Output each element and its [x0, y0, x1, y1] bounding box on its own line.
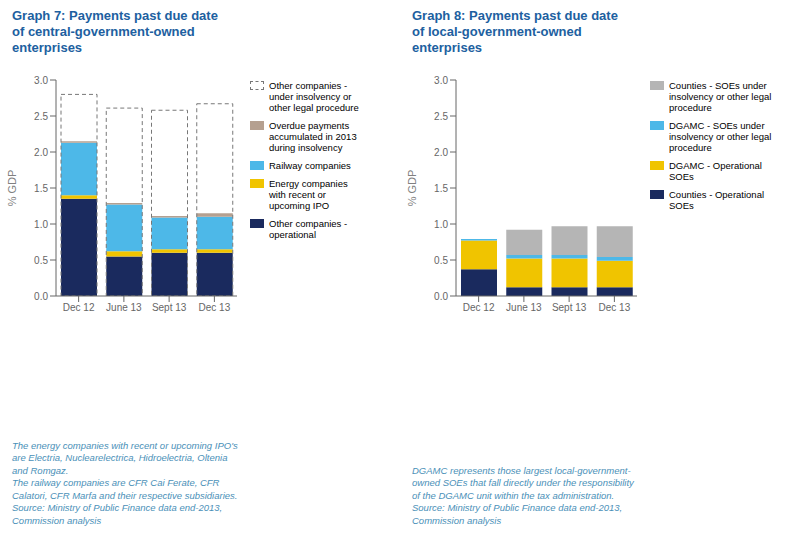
svg-text:Dec 13: Dec 13	[199, 302, 231, 313]
html-text:DGAMC - SOEs under insolvency: DGAMC - SOEs under insolvency or other l…	[669, 120, 772, 153]
html-text:Overdue payments accumulated i: Overdue payments accumulated in 2013 dur…	[269, 120, 357, 153]
svg-text:1.5: 1.5	[34, 183, 48, 194]
svg-text:0.5: 0.5	[434, 255, 448, 266]
html-text:DGAMC - Operational SOEs: DGAMC - Operational SOEs	[669, 160, 762, 182]
svg-text:2.0: 2.0	[34, 147, 48, 158]
svg-text:Dec 12: Dec 12	[63, 302, 95, 313]
svg-text:Sept 13: Sept 13	[152, 302, 187, 313]
svg-text:3.0: 3.0	[434, 75, 448, 86]
svg-text:Dec 12: Dec 12	[463, 302, 495, 313]
svg-text:2.5: 2.5	[434, 111, 448, 122]
svg-text:% GDP: % GDP	[406, 170, 418, 207]
html-text:Graph 7: Payments past due dat: Graph 7: Payments past due date of centr…	[12, 8, 218, 55]
svg-text:1.0: 1.0	[34, 219, 48, 230]
svg-text:% GDP: % GDP	[8, 170, 18, 207]
html-text:Railway companies: Railway companies	[269, 160, 351, 171]
svg-text:2.0: 2.0	[434, 147, 448, 158]
html-text:Other companies - operational: Other companies - operational	[269, 218, 348, 240]
html-text:Counties - Operational SOEs: Counties - Operational SOEs	[669, 189, 765, 211]
svg-text:1.5: 1.5	[434, 183, 448, 194]
svg-text:Dec 13: Dec 13	[599, 302, 631, 313]
html-text:Counties - SOEs under insolven: Counties - SOEs under insolvency or othe…	[669, 80, 772, 113]
html-text:Energy companies with recent o: Energy companies with recent or upcoming…	[269, 178, 348, 211]
svg-text:1.0: 1.0	[434, 219, 448, 230]
html-text:The energy companies with rece: The energy companies with recent or upco…	[12, 439, 238, 526]
svg-text:3.0: 3.0	[34, 75, 48, 86]
svg-text:Sept 13: Sept 13	[552, 302, 587, 313]
html-text:Graph 8: Payments past due dat: Graph 8: Payments past due date of local…	[412, 8, 618, 55]
svg-text:2.5: 2.5	[34, 111, 48, 122]
html-text:DGAMC represents those largest: DGAMC represents those largest local-gov…	[412, 464, 634, 526]
svg-text:June 13: June 13	[506, 302, 542, 313]
svg-text:0.0: 0.0	[434, 291, 448, 302]
svg-text:0.0: 0.0	[34, 291, 48, 302]
svg-text:0.5: 0.5	[34, 255, 48, 266]
svg-text:June 13: June 13	[106, 302, 142, 313]
html-text:Other companies - under insolv: Other companies - under insolvency or ot…	[269, 80, 359, 113]
